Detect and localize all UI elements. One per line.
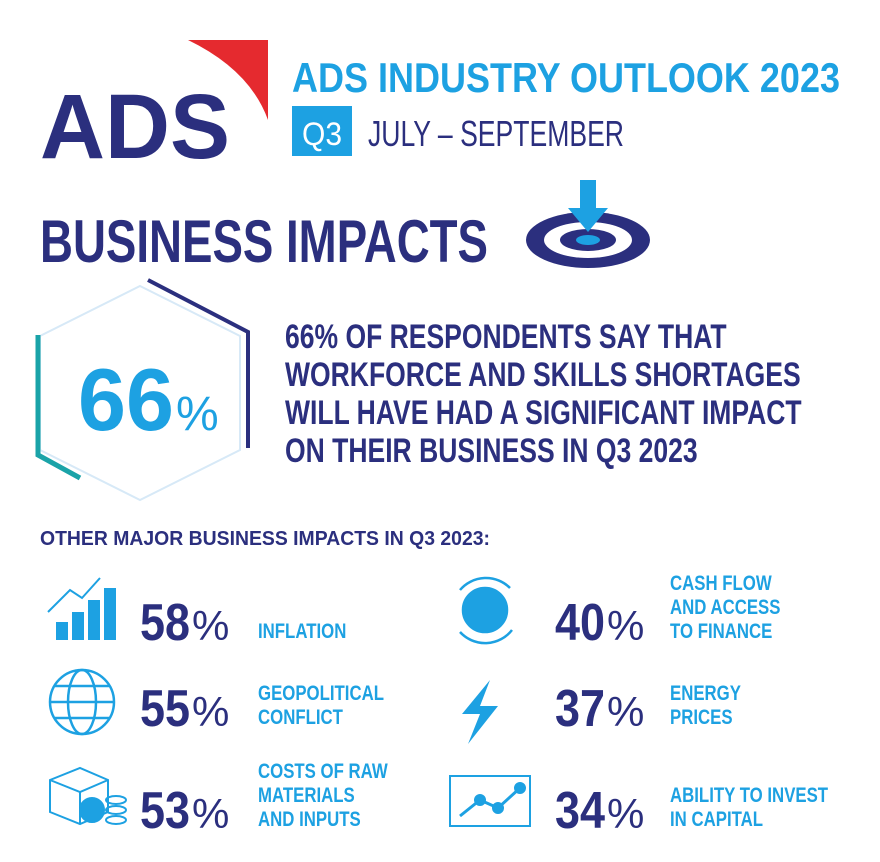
item-unit: %	[607, 790, 644, 837]
highlight-number: 66	[78, 350, 174, 449]
item-label: TO FINANCE	[670, 620, 772, 643]
item-value: 53%	[140, 782, 229, 840]
item-label: AND INPUTS	[258, 808, 361, 831]
item-number: 58	[140, 594, 190, 652]
materials-icon	[49, 766, 127, 826]
item-number: 34	[555, 782, 605, 840]
highlight-text: WILL HAVE HAD A SIGNIFICANT IMPACT	[285, 394, 802, 432]
item-label: CONFLICT	[258, 706, 343, 729]
quarter: Q3	[302, 116, 342, 152]
item-unit: %	[192, 688, 229, 735]
highlight-unit: %	[176, 388, 219, 441]
subheading: OTHER MAJOR BUSINESS IMPACTS IN Q3 2023:	[40, 528, 490, 550]
target-icon	[526, 180, 650, 268]
item-unit: %	[192, 602, 229, 649]
item-unit: %	[192, 790, 229, 837]
item-unit: %	[607, 688, 644, 735]
item-label: COSTS OF RAW	[258, 760, 388, 783]
logo-swoosh	[188, 40, 268, 120]
title: ADS INDUSTRY OUTLOOK 2023	[292, 54, 840, 101]
item-label: AND ACCESS	[670, 596, 780, 619]
item-value: 55%	[140, 680, 229, 738]
highlight-value: 66%	[78, 350, 219, 449]
quarter-box	[292, 106, 352, 156]
item-number: 53	[140, 782, 190, 840]
item-number: 55	[140, 680, 190, 738]
item-number: 40	[555, 594, 605, 652]
item-label: GEOPOLITICAL	[258, 682, 384, 705]
inflation-icon	[47, 577, 116, 640]
item-value: 58%	[140, 594, 229, 652]
invest-icon	[449, 775, 531, 827]
logo: ADS	[40, 76, 230, 178]
cashflow-icon	[459, 576, 513, 645]
globe-icon	[48, 668, 116, 736]
item-value: 40%	[555, 594, 644, 652]
item-label: ABILITY TO INVEST	[670, 784, 828, 807]
item-label: MATERIALS	[258, 784, 355, 807]
item-value: 34%	[555, 782, 644, 840]
item-label: IN CAPITAL	[670, 808, 763, 831]
highlight-text: ON THEIR BUSINESS IN Q3 2023	[285, 432, 698, 470]
period: JULY – SEPTEMBER	[368, 113, 624, 154]
item-label: PRICES	[670, 706, 733, 729]
item-number: 37	[555, 680, 605, 738]
highlight-text: WORKFORCE AND SKILLS SHORTAGES	[285, 356, 801, 394]
hexagon	[35, 278, 250, 502]
section-title: BUSINESS IMPACTS	[40, 208, 488, 275]
highlight-text: 66% OF RESPONDENTS SAY THAT	[285, 318, 727, 356]
item-unit: %	[607, 602, 644, 649]
energy-icon	[462, 680, 498, 744]
item-label: INFLATION	[258, 620, 346, 643]
item-label: ENERGY	[670, 682, 741, 705]
item-label: CASH FLOW	[670, 572, 772, 595]
item-value: 37%	[555, 680, 644, 738]
